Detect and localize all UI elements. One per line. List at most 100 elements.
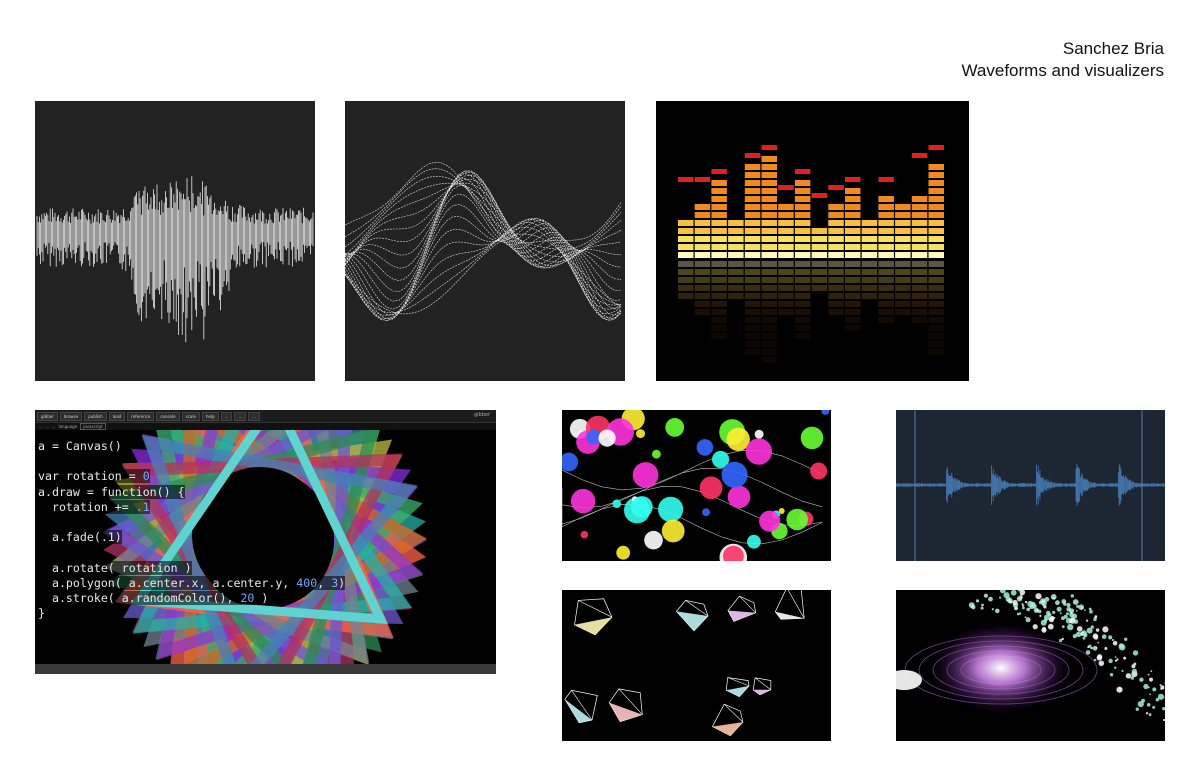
orb — [661, 519, 685, 543]
eq-reflection — [811, 285, 828, 291]
particle — [1102, 626, 1109, 633]
orb — [612, 499, 622, 508]
particle — [1096, 655, 1103, 661]
eq-segment — [778, 228, 794, 234]
editor-tab[interactable]: scale — [181, 411, 200, 421]
particle — [1063, 614, 1068, 619]
wireframe-edge — [754, 677, 771, 691]
particle — [1069, 618, 1076, 624]
wireframe-polyhedra-thumbnail[interactable] — [562, 590, 831, 741]
eq-segment — [911, 196, 928, 202]
eq-reflection — [928, 341, 944, 347]
eq-segment — [761, 204, 777, 210]
particle — [1021, 603, 1024, 605]
code-token: } — [38, 606, 45, 621]
wireframe-face — [753, 689, 771, 695]
particle — [1130, 676, 1134, 680]
eq-reflection — [794, 261, 811, 267]
editor-tab[interactable]: ... — [220, 411, 233, 421]
editor-tab[interactable]: help — [201, 411, 219, 421]
eq-peak — [761, 145, 777, 150]
editor-tab[interactable]: console — [156, 411, 180, 421]
orb — [747, 534, 761, 549]
wireframe-edge — [685, 600, 709, 617]
particle — [1019, 590, 1026, 596]
wireframe-shape — [711, 703, 744, 737]
particle — [1012, 602, 1019, 608]
eq-reflection — [744, 349, 761, 355]
eq-reflection — [861, 285, 878, 291]
eq-reflection — [845, 285, 861, 291]
particle — [1135, 707, 1139, 711]
particle — [1097, 641, 1100, 644]
particle — [1124, 637, 1128, 641]
particle — [1093, 658, 1097, 662]
particle — [1081, 630, 1087, 637]
eq-segment — [711, 188, 727, 194]
code-text[interactable]: a = Canvas() var rotation = 0 a.draw = fun… — [38, 439, 346, 621]
particle-galaxy-thumbnail[interactable] — [896, 590, 1165, 741]
particle — [1024, 600, 1028, 604]
eq-segment — [778, 236, 794, 242]
eq-segment — [878, 212, 894, 218]
eq-reflection — [761, 293, 777, 299]
editor-tab[interactable]: load — [108, 411, 126, 421]
orb — [810, 462, 828, 480]
wireframe-shape — [608, 688, 643, 723]
editor-tab[interactable]: publish — [84, 411, 107, 421]
page-header: Sanchez Bria Waveforms and visualizers — [962, 38, 1165, 82]
subbar-item: language — [58, 424, 78, 429]
particle — [1088, 607, 1092, 611]
particle — [1061, 625, 1065, 628]
particle — [1145, 712, 1149, 715]
eq-segment — [694, 236, 711, 242]
eq-reflection — [878, 301, 894, 307]
eq-segment — [845, 196, 861, 202]
equalizer-thumbnail[interactable] — [656, 101, 969, 381]
editor-tab[interactable]: reference — [127, 411, 155, 421]
mesh-waveform-graphic — [345, 161, 622, 322]
particle — [1061, 637, 1064, 641]
eq-segment — [694, 220, 711, 226]
eq-segment — [878, 196, 894, 202]
eq-segment — [828, 204, 844, 210]
colored-orbs-thumbnail[interactable] — [562, 410, 831, 561]
editor-tab[interactable]: browse — [59, 411, 83, 421]
editor-toolbar: gibber browse publish load reference console s… — [35, 410, 496, 423]
eq-reflection — [928, 269, 944, 275]
eq-peak — [794, 169, 811, 174]
mesh-line — [345, 217, 622, 321]
particle — [1076, 604, 1080, 608]
eq-segment — [911, 212, 928, 218]
code-editor-panel[interactable]: gibber browse publish load reference console s… — [35, 410, 496, 674]
orb — [598, 429, 616, 447]
eq-reflection — [761, 333, 777, 339]
particle — [1075, 631, 1082, 638]
orb — [778, 508, 785, 514]
eq-reflection — [744, 333, 761, 339]
eq-peak — [811, 193, 828, 198]
particle — [980, 606, 984, 610]
eq-reflection — [794, 269, 811, 275]
eq-peak — [711, 169, 727, 174]
particle — [983, 593, 988, 598]
eq-segment — [895, 236, 911, 242]
particle — [1010, 590, 1017, 596]
particle — [1093, 617, 1097, 621]
spiky-waveform-thumbnail[interactable] — [35, 101, 315, 381]
editor-tab[interactable]: ... — [234, 411, 247, 421]
eq-segment — [845, 204, 861, 210]
editor-tab[interactable]: ... — [248, 411, 261, 421]
eq-reflection — [678, 269, 694, 275]
eq-segment — [928, 204, 944, 210]
editor-tab[interactable]: gibber — [37, 411, 58, 421]
eq-segment — [895, 228, 911, 234]
particle — [1052, 610, 1056, 614]
audio-waveform-thumbnail[interactable] — [896, 410, 1165, 561]
eq-reflection — [744, 269, 761, 275]
particle — [1007, 598, 1013, 604]
mesh-waveform-thumbnail[interactable] — [345, 101, 625, 381]
eq-segment — [744, 220, 761, 226]
particle — [1039, 614, 1042, 617]
language-select[interactable]: javascript — [80, 423, 106, 430]
